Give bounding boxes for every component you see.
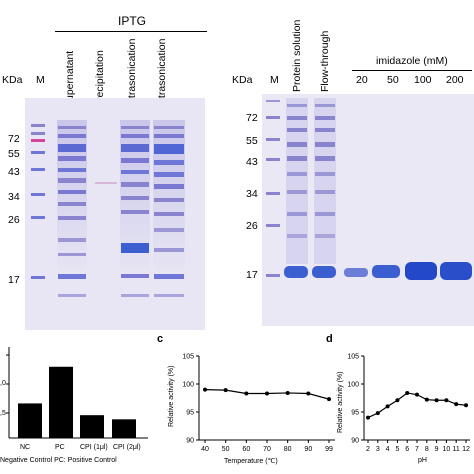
c-point-1 — [223, 388, 228, 393]
left-marker-lane — [31, 124, 45, 279]
right-gel-image — [262, 94, 474, 326]
c-point-6 — [327, 397, 331, 402]
panel-d-xlabel: pH — [418, 457, 427, 464]
mw-26-right: 26 — [246, 220, 258, 232]
d-point-1 — [375, 411, 380, 416]
c-xtick-label-1: 50 — [222, 446, 230, 453]
c-ytick-label-2: 100 — [182, 382, 194, 389]
bar-3 — [112, 419, 136, 438]
bar-xlabel-cpi1: CPI (1μl) — [80, 444, 108, 451]
mw-17-left: 17 — [8, 274, 20, 286]
d-point-4 — [405, 390, 410, 395]
c-point-2 — [244, 391, 249, 396]
d-xtick-label-8: 10 — [443, 446, 451, 453]
d-point-6 — [424, 397, 429, 402]
bar-ytick-1: ,0 — [0, 380, 6, 387]
d-series-line — [367, 392, 467, 419]
c-point-4 — [285, 390, 290, 395]
iptg-label: IPTG — [118, 14, 147, 28]
d-point-5 — [415, 392, 419, 397]
bar-legend-line: Negative Control PC: Positive Control — [0, 457, 117, 464]
c-point-5 — [306, 391, 311, 396]
mw-26-left: 26 — [8, 214, 20, 226]
d-xtick-label-10: 12 — [462, 446, 470, 453]
mw-55-left: 55 — [8, 148, 20, 160]
iptg-bracket-line — [55, 31, 207, 32]
d-point-2 — [385, 404, 390, 409]
d-point-9 — [454, 402, 459, 407]
marker-label-left: M — [36, 74, 45, 86]
imidazole-200: 200 — [446, 74, 464, 86]
c-xtick-label-3: 70 — [263, 446, 271, 453]
d-xtick-label-9: 11 — [453, 446, 460, 453]
c-xtick-label-0: 40 — [201, 446, 209, 453]
imidazole-label: imidazole (mM) — [376, 55, 448, 67]
c-point-0 — [203, 387, 207, 392]
bar-0 — [18, 403, 42, 438]
lane-label-flow-through: Flow-through — [319, 30, 331, 92]
bar-star-cpi2: *** — [117, 422, 126, 429]
mw-43-right: 43 — [246, 156, 258, 168]
d-ytick-label-0: 90 — [351, 438, 359, 445]
mw-34-right: 34 — [246, 188, 258, 200]
d-xtick-label-4: 6 — [405, 446, 409, 453]
c-ytick-label-1: 95 — [186, 410, 194, 417]
c-xtick-label-6: 99 — [325, 446, 333, 453]
d-point-7 — [434, 398, 439, 403]
bar-xlabel-cpi2: CPI (2μl) — [113, 444, 141, 451]
kda-label-right: KDa — [232, 74, 253, 86]
bar-2 — [80, 415, 104, 438]
d-xtick-label-1: 3 — [376, 446, 380, 453]
d-xtick-label-2: 4 — [386, 446, 390, 453]
c-point-3 — [265, 391, 269, 396]
mw-55-right: 55 — [246, 135, 258, 147]
c-xtick-label-2: 60 — [242, 446, 250, 453]
c-ytick-label-0: 90 — [186, 438, 194, 445]
bar-star-nc: *** — [21, 409, 30, 416]
c-xtick-label-4: 80 — [284, 446, 292, 453]
d-ytick-label-3: 105 — [347, 354, 359, 361]
left-gel-image — [25, 98, 205, 330]
imidazole-bracket-line — [352, 70, 472, 71]
imidazole-50: 50 — [387, 74, 399, 86]
panel-d-letter: d — [326, 333, 333, 345]
bar-xlabel-pc: PC — [55, 444, 65, 451]
kda-label-left: KDa — [2, 74, 23, 86]
bar-chart-svg — [6, 347, 148, 439]
c-ytick-label-3: 105 — [182, 354, 194, 361]
mw-43-left: 43 — [8, 166, 20, 178]
bar-1 — [49, 366, 73, 438]
left-gel-bands — [31, 120, 185, 297]
lane-label-protein-solution: Protein solution — [291, 19, 303, 92]
d-xtick-label-3: 5 — [395, 446, 399, 453]
d-xtick-label-6: 8 — [425, 446, 429, 453]
mw-72-right: 72 — [246, 112, 258, 124]
d-ytick-label-2: 100 — [347, 382, 359, 389]
panel-c-chart: 90 95 100 105 40 50 60 70 80 90 99 — [182, 354, 335, 453]
bar-ytick-0-5: ,5 — [0, 410, 6, 417]
d-xtick-label-0: 2 — [366, 446, 370, 453]
d-ytick-label-1: 95 — [351, 410, 359, 417]
d-point-3 — [395, 398, 400, 403]
panel-c-letter: c — [157, 333, 164, 345]
d-xtick-label-7: 9 — [435, 446, 439, 453]
imidazole-100: 100 — [414, 74, 432, 86]
mw-17-right: 17 — [246, 269, 258, 281]
right-gel-bands — [266, 98, 472, 280]
d-point-8 — [444, 398, 449, 403]
d-point-0 — [366, 415, 370, 420]
mw-72-left: 72 — [8, 133, 20, 145]
mw-34-left: 34 — [8, 191, 20, 203]
panel-d-chart: 90 95 100 105 2 3 4 5 6 7 8 9 10 11 12 — [347, 354, 470, 453]
marker-label-right: M — [270, 74, 279, 86]
bar-star-cpi1: *** — [87, 419, 96, 426]
c-xtick-label-5: 90 — [304, 446, 312, 453]
d-point-10 — [464, 403, 468, 408]
imidazole-20: 20 — [356, 74, 368, 86]
bar-xlabel-nc: NC — [20, 444, 31, 451]
panel-c-xlabel: Temperature (℃) — [224, 458, 278, 465]
d-xtick-label-5: 7 — [415, 446, 419, 453]
